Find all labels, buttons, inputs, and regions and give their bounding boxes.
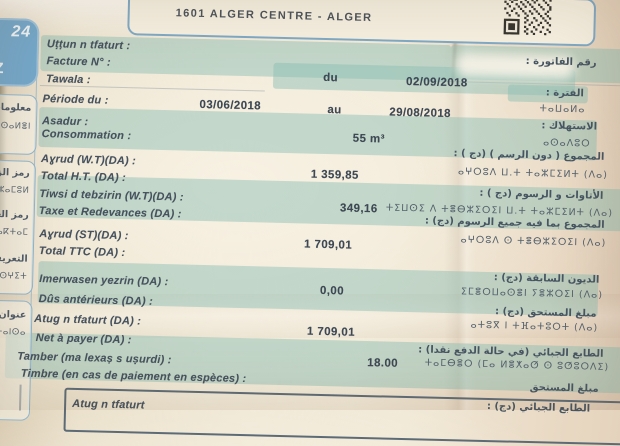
sidebar-badge: 24 Z — [0, 17, 40, 87]
net-payable-value: 1 709,01 — [306, 325, 356, 339]
address-label-tif: ⵜⴰⵏⵙⴰ — [0, 326, 27, 338]
badge-number: 24 — [11, 23, 32, 41]
total-ttc-value: 1 709,01 — [303, 238, 353, 252]
consumption-label-ber: Asadur : — [41, 115, 89, 129]
net-payable-label-tif: ⴰⵜⵓⴳ ⵏ ⵜⴼⴰⵜⵓⵔⵜ (ⴷⴰ) — [470, 319, 599, 334]
period-label-tif: ⵜⴰⵡⴰⵍⴰ — [539, 103, 586, 116]
total-ttc-label-fr: Total TTC (DA) : — [38, 245, 126, 260]
net-payable-label-fr: Net à payer (DA) : — [35, 331, 132, 347]
sidebar-codes-box: رمز الزبون ⴰⵣⴰⵎⵓⵍ رمز العداد ⴰⴽⵜⴰⵎ التعر… — [0, 159, 37, 295]
consumption-label-tif: ⴰⵙⴰⴷⵓⵔ — [542, 137, 591, 150]
meter-code-label-tif: ⴰⴽⵜⴰⵎ — [0, 227, 29, 238]
previous-dues-value: 0,00 — [319, 284, 345, 298]
taxes-value: 349,16 — [339, 202, 378, 216]
taxes-label-fr: Taxe et Redevances (DA) : — [38, 205, 182, 221]
meter-code-label-ar: رمز العداد — [0, 208, 29, 221]
period-end-date: 29/08/2018 — [389, 106, 452, 121]
summary-amount-label-ar: مبلغ المستحق — [529, 382, 599, 395]
consumption-label-fr: Consommation : — [41, 128, 132, 143]
previous-dues-label-fr: Dûs antérieurs (DA) : — [38, 293, 154, 308]
consumption-label-ar: الاستهلاك : — [541, 120, 598, 133]
info-label-ar: معلومات — [0, 101, 32, 114]
invoice-date: 02/09/2018 — [405, 75, 468, 90]
period-start-date: 03/06/2018 — [199, 98, 262, 113]
tawala-label: Tawala : — [45, 73, 91, 87]
invoice-label-ber: Uṭṭun n tfaturt : — [46, 38, 131, 53]
address-label-ar: عنوان — [0, 309, 27, 321]
sidebar-info-box: معلومات ⵉⵙⴰⵍⴻⵏ — [0, 93, 38, 155]
total-ttc-label-ber: Aɣrud (ST)(DA) : — [39, 228, 129, 243]
total-ht-label-fr: Total H.T. (DA) : — [40, 170, 127, 185]
invoice-date-prefix: du — [323, 71, 339, 85]
total-ht-value: 1 359,85 — [310, 168, 359, 182]
consumption-value: 55 m³ — [352, 132, 385, 146]
net-payable-label-ar: مبلغ المستحق (دج) : — [494, 306, 597, 320]
period-label-fr: Période du : — [42, 93, 109, 107]
total-ht-label-ber: Aɣrud (W.T)(DA) : — [40, 153, 137, 168]
total-ttc-label-tif: ⴰⵖⵔⵓⴷ ⵙ ⵜⴻⴱⵣⵉⵔⵉⵏ (ⴷⴰ) — [460, 234, 607, 249]
total-ht-label-tif: ⴰⵖⵔⵓⴷ ⵡ.ⵜ ⵜⴰⵣⵎⵉⵍⵜ (ⴷⴰ) — [457, 166, 609, 181]
info-label-tif: ⵉⵙⴰⵍⴻⵏ — [0, 120, 32, 132]
badge-letter: Z — [0, 59, 4, 78]
tariff-label-tif: ⵜⴰⵙⵖⵉⵜ — [0, 270, 28, 282]
period-label-ar: الفترة : — [545, 87, 585, 100]
summary-box — [63, 387, 620, 446]
qr-code — [503, 0, 552, 36]
customer-code-label-tif: ⴰⵣⴰⵎⵓⵍ — [0, 184, 30, 196]
stamp-duty-value: 18.00 — [367, 357, 399, 370]
divider-line — [39, 85, 265, 92]
tariff-label-ar: التعريفة — [0, 252, 28, 265]
invoice-label-ar: رقم الفاتورة : — [525, 55, 597, 69]
customer-code-label-ar: رمز الزبون — [0, 166, 30, 179]
net-payable-label-ber: Atug n tfaturt (DA) : — [34, 312, 142, 328]
period-separator: au — [327, 104, 342, 117]
total-ht-label-ar: المجموع ( دون الرسم ) (دج ) : — [453, 148, 605, 163]
paper-wrinkle — [0, 294, 620, 338]
invoice-label-fr: Facture N° : — [46, 55, 111, 69]
